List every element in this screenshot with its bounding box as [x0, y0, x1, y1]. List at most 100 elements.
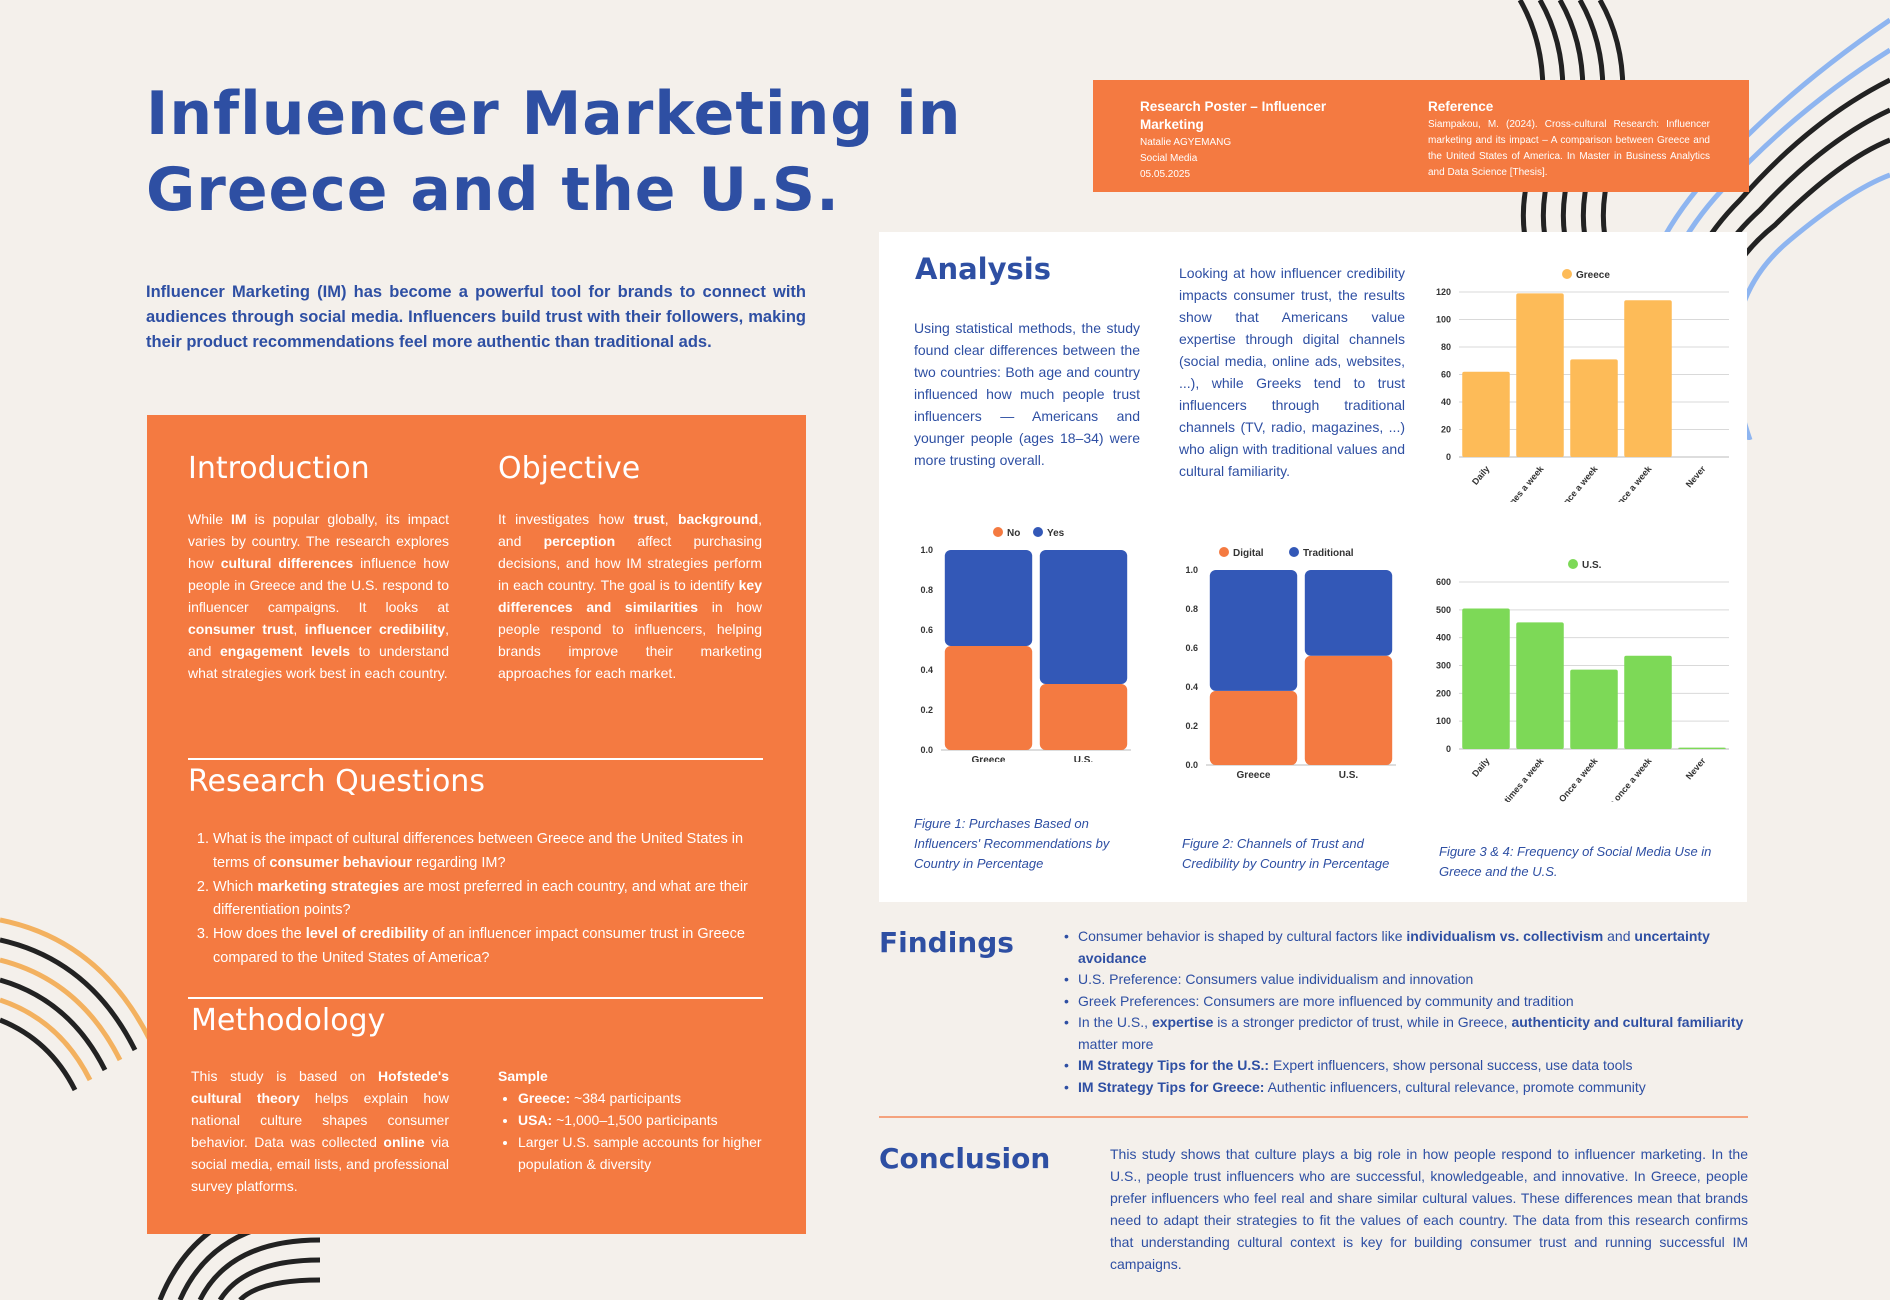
- t: of an influencer impact consumer trust i…: [213, 926, 745, 966]
- legend-marker: [1219, 547, 1229, 557]
- sample-block: Sample Greece: ~384 participants USA: ~1…: [498, 1065, 762, 1175]
- t: trust: [633, 511, 665, 527]
- y-tick-label: 1.0: [920, 545, 933, 555]
- y-tick-label: 0.6: [920, 625, 933, 635]
- y-tick-label: 0.6: [1185, 643, 1198, 653]
- findings-heading: Findings: [879, 926, 1014, 959]
- t: level of credibility: [305, 926, 429, 942]
- bar: [1678, 747, 1726, 749]
- bar: [1039, 684, 1128, 750]
- bar: [1570, 669, 1618, 749]
- y-tick-label: 0.0: [920, 745, 933, 755]
- legend-label: Digital: [1233, 548, 1264, 559]
- legend-marker: [1033, 527, 1043, 537]
- y-tick-label: 0.8: [1185, 604, 1198, 614]
- analysis-text-2: Looking at how influencer credibility im…: [1179, 265, 1405, 479]
- objective-heading: Objective: [498, 451, 641, 486]
- t: online: [383, 1134, 425, 1150]
- analysis-heading: Analysis: [915, 252, 1051, 286]
- divider: [188, 758, 763, 760]
- bar: [944, 550, 1033, 646]
- objective-text: It investigates how trust, background, a…: [498, 508, 762, 684]
- t: How does the: [213, 926, 306, 942]
- y-tick-label: 40: [1441, 397, 1451, 407]
- legend-marker: [1568, 559, 1578, 569]
- research-questions-heading: Research Questions: [188, 764, 485, 799]
- t: influencer credibility: [304, 621, 446, 637]
- t: key differences and similarities: [498, 577, 762, 615]
- poster-info-title: Research Poster – Influencer Marketing: [1140, 99, 1327, 132]
- research-question: How does the level of credibility of an …: [213, 923, 762, 970]
- t: to understand what strategies work best …: [188, 643, 450, 681]
- x-tick-label: Once a week: [1557, 755, 1600, 802]
- t: perception: [543, 533, 616, 549]
- t: is popular globally, its impact varies b…: [188, 511, 449, 571]
- finding-item: In the U.S., expertise is a stronger pre…: [1062, 1012, 1750, 1055]
- t: Which: [213, 878, 258, 895]
- research-question: Which marketing strategies are most pref…: [213, 876, 762, 923]
- legend-label: U.S.: [1582, 560, 1602, 571]
- x-tick-label: Greece: [1237, 770, 1271, 781]
- t: via social media, email lists, and profe…: [191, 1134, 449, 1194]
- t: , and: [188, 621, 449, 659]
- t: authenticity and cultural familiarity: [1511, 1014, 1744, 1030]
- finding-item: Consumer behavior is shaped by cultural …: [1062, 926, 1750, 969]
- bar: [1624, 655, 1672, 749]
- t: IM: [231, 511, 247, 527]
- bar: [1516, 622, 1564, 749]
- y-tick-label: 0.2: [920, 705, 933, 715]
- legend-label: No: [1007, 528, 1020, 539]
- finding-item: IM Strategy Tips for the U.S.: Expert in…: [1062, 1055, 1750, 1077]
- t: consumer behaviour: [269, 854, 413, 871]
- chart-channels: 0.0 0.2 0.4 0.6 0.8 1.0 Greece U.S. Digital Tradi…: [1185, 547, 1396, 781]
- bar: [1209, 570, 1298, 691]
- legend-marker: [1289, 547, 1299, 557]
- figure-3-4-caption: Figure 3 & 4: Frequency of Social Media …: [1439, 844, 1712, 879]
- sample-item: USA: ~1,000–1,500 participants: [518, 1109, 762, 1131]
- divider: [879, 1116, 1748, 1118]
- legend-label: Greece: [1576, 270, 1610, 281]
- orange-content-panel: Introduction While IM is popular globall…: [147, 415, 806, 1234]
- t: cultural differences: [220, 555, 354, 571]
- t: , and: [498, 511, 763, 549]
- conclusion-text: This study shows that culture plays a bi…: [1110, 1146, 1748, 1272]
- bar: [1304, 570, 1393, 656]
- y-tick-label: 500: [1436, 605, 1451, 615]
- y-tick-label: 0.0: [1185, 760, 1198, 770]
- figure-2-caption: Figure 2: Channels of Trust and Credibil…: [1182, 836, 1390, 871]
- t: engagement levels: [220, 643, 351, 659]
- t: Greece:: [518, 1090, 571, 1106]
- t: While: [188, 511, 232, 527]
- t: USA:: [518, 1112, 553, 1128]
- course: Social Media: [1140, 153, 1198, 164]
- t: marketing strategies: [257, 878, 400, 895]
- t: background: [678, 511, 759, 527]
- introduction-text: While IM is popular globally, its impact…: [188, 508, 449, 684]
- t: ~1,000–1,500 participants: [552, 1112, 718, 1128]
- y-tick-label: 0.2: [1185, 721, 1198, 731]
- t: What is the impact of cultural differenc…: [213, 831, 744, 871]
- t: is a stronger predictor of trust, while …: [1213, 1014, 1512, 1030]
- legend-label: Traditional: [1303, 548, 1354, 559]
- x-tick-label: Daily: [1470, 464, 1491, 487]
- t: Expert influencers, show personal succes…: [1269, 1057, 1633, 1073]
- t: Consumer behavior is shaped by cultural …: [1078, 928, 1407, 944]
- y-tick-label: 120: [1436, 287, 1451, 297]
- y-tick-label: 0.4: [1185, 682, 1198, 692]
- legend-marker: [993, 527, 1003, 537]
- bar: [1462, 371, 1510, 457]
- methodology-heading: Methodology: [191, 1003, 386, 1038]
- y-tick-label: 200: [1436, 688, 1451, 698]
- lead-paragraph: Influencer Marketing (IM) has become a p…: [146, 283, 806, 351]
- introduction-heading: Introduction: [188, 451, 370, 486]
- poster-title: Influencer Marketing in Greece and the U…: [146, 79, 962, 225]
- y-tick-label: 60: [1441, 370, 1451, 380]
- y-tick-label: 100: [1436, 315, 1451, 325]
- bar: [1570, 359, 1618, 457]
- x-tick-label: U.S.: [1074, 755, 1094, 762]
- analysis-text-1: Using statistical methods, the study fou…: [914, 320, 1140, 468]
- bar: [1462, 608, 1510, 749]
- t: and: [1603, 928, 1635, 944]
- y-tick-label: 100: [1436, 716, 1451, 726]
- t: uncertainty avoidance: [1078, 928, 1710, 966]
